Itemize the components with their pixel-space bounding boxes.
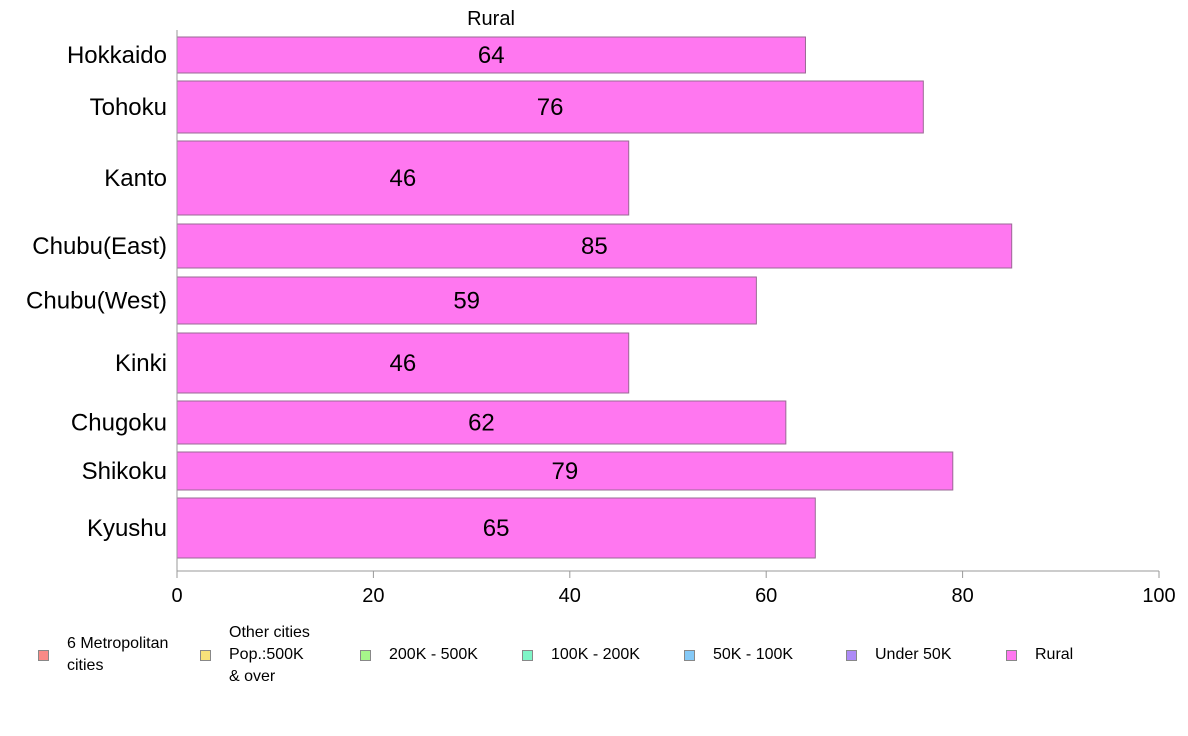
x-tick-label: 60 xyxy=(755,585,777,607)
legend-item: 50K - 100K xyxy=(684,620,793,690)
legend-item: 200K - 500K xyxy=(360,620,478,690)
value-label: 46 xyxy=(390,350,417,377)
bar-hokkaido xyxy=(176,36,806,74)
legend-item: Under 50K xyxy=(846,620,952,690)
value-label: 64 xyxy=(478,42,505,69)
x-tick-label: 0 xyxy=(171,585,182,607)
legend-label: 6 Metropolitan cities xyxy=(67,635,169,674)
category-label: Kanto xyxy=(104,165,167,192)
legend-swatch xyxy=(846,649,857,661)
value-label: 76 xyxy=(537,94,564,121)
legend-swatch xyxy=(38,649,49,661)
x-tick-label: 40 xyxy=(559,585,581,607)
value-label: 65 xyxy=(483,515,510,542)
value-label: 59 xyxy=(453,288,480,315)
value-label: 79 xyxy=(552,458,579,485)
legend: 6 Metropolitan cities Other cities Pop.:5… xyxy=(30,620,1180,690)
chart-title: Rural xyxy=(467,8,515,30)
legend-swatch xyxy=(360,649,371,661)
bar-tohoku xyxy=(176,80,924,134)
x-tick-label: 20 xyxy=(362,585,384,607)
legend-swatch xyxy=(200,649,211,661)
bar-kinki xyxy=(176,332,630,394)
category-label: Hokkaido xyxy=(67,42,167,69)
bar-chubu-west xyxy=(176,276,757,325)
value-label: 46 xyxy=(390,165,417,192)
value-label: 85 xyxy=(581,233,608,260)
legend-swatch xyxy=(522,649,533,661)
legend-label: Other cities Pop.:500K & over xyxy=(229,624,310,685)
category-label: Chubu(West) xyxy=(26,288,167,315)
category-label: Kinki xyxy=(115,350,167,377)
x-tick-label: 80 xyxy=(951,585,973,607)
x-tick-label: 100 xyxy=(1142,585,1175,607)
bar-chart: Rural Hokkaido 64 Tohoku 76 Kanto 46 Chubu(Eas… xyxy=(26,8,1176,607)
category-label: Kyushu xyxy=(87,515,167,542)
bar-kanto xyxy=(176,140,630,216)
legend-label: 200K - 500K xyxy=(389,646,478,663)
legend-label: Under 50K xyxy=(875,646,952,663)
legend-label: 100K - 200K xyxy=(551,646,640,663)
legend-item: 6 Metropolitan cities xyxy=(38,620,168,690)
legend-swatch xyxy=(684,649,695,661)
legend-item: Other cities Pop.:500K & over xyxy=(200,620,310,690)
category-label: Chubu(East) xyxy=(32,233,167,260)
legend-item: 100K - 200K xyxy=(522,620,640,690)
legend-label: Rural xyxy=(1035,646,1074,663)
legend-item: Rural xyxy=(1006,620,1073,690)
legend-label: 50K - 100K xyxy=(713,646,794,663)
bar-chugoku xyxy=(176,400,787,445)
category-label: Tohoku xyxy=(90,94,167,121)
category-label: Shikoku xyxy=(82,458,167,485)
value-label: 62 xyxy=(468,410,495,437)
category-label: Chugoku xyxy=(71,410,167,437)
bar-chubu-east xyxy=(176,223,1013,269)
legend-swatch xyxy=(1006,649,1017,661)
